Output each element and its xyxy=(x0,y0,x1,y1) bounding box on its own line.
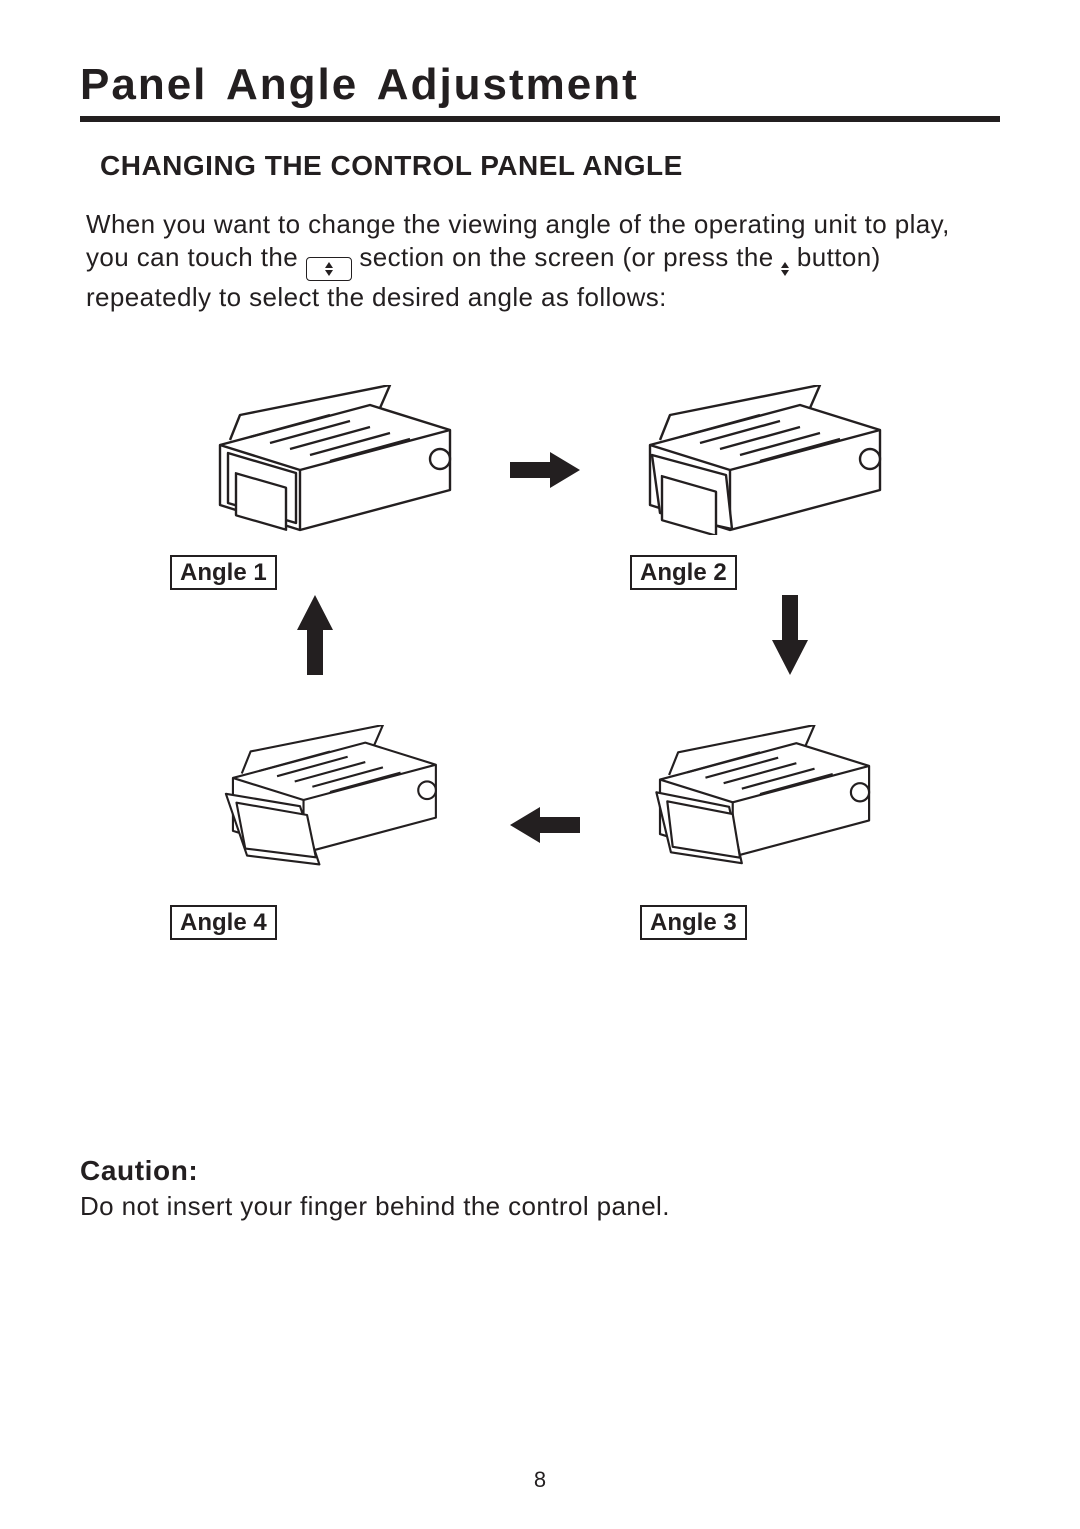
instruction-text: When you want to change the viewing angl… xyxy=(80,208,1000,315)
caution-heading: Caution: xyxy=(80,1155,1000,1187)
manual-page: Panel Angle Adjustment CHANGING THE CONT… xyxy=(0,0,1080,1529)
device-angle1 xyxy=(200,385,460,535)
page-title: Panel Angle Adjustment xyxy=(80,60,1000,110)
angle-diagram: Angle 1 xyxy=(160,385,920,985)
label-angle4: Angle 4 xyxy=(170,905,277,940)
tilt-button-icon xyxy=(306,257,352,281)
caution-text: Do not insert your finger behind the con… xyxy=(80,1191,1000,1222)
title-rule: Panel Angle Adjustment xyxy=(80,60,1000,122)
arrow-up-icon xyxy=(295,595,335,675)
device-angle3 xyxy=(630,725,890,875)
arrow-right-icon xyxy=(510,450,580,490)
device-angle2 xyxy=(630,385,890,535)
label-angle2: Angle 2 xyxy=(630,555,737,590)
page-number: 8 xyxy=(0,1467,1080,1493)
section-heading: CHANGING THE CONTROL PANEL ANGLE xyxy=(80,150,1000,182)
label-angle1: Angle 1 xyxy=(170,555,277,590)
device-angle4 xyxy=(200,725,460,875)
body-part2: section on the screen (or press the xyxy=(359,242,781,272)
caution-block: Caution: Do not insert your finger behin… xyxy=(80,1155,1000,1222)
tilt-up-down-icon xyxy=(781,262,789,276)
label-angle3: Angle 3 xyxy=(640,905,747,940)
arrow-left-icon xyxy=(510,805,580,845)
arrow-down-icon xyxy=(770,595,810,675)
tilt-up-down-icon xyxy=(325,262,333,276)
